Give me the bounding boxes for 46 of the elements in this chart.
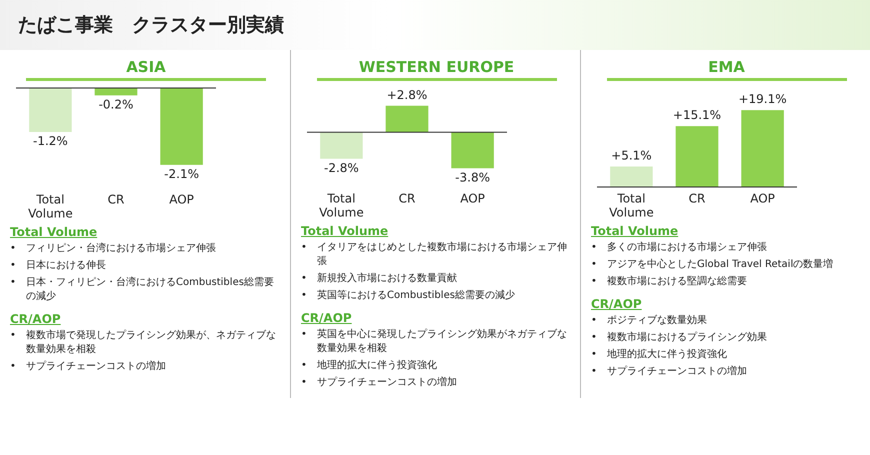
x-tick-label: CR [108,192,124,206]
data-label: +15.1% [672,108,722,122]
x-tick-label: CR [398,192,416,206]
text: Total Volume [301,224,390,238]
text: • サプライチェーンコストの増加 [10,360,167,374]
text: • 新規投入市場における数量貢献 [301,272,458,286]
chart-title: ASIA [26,58,266,81]
text: • 地理的拡大に伴う投資強化 [591,348,728,362]
data-label: +2.8% [386,88,428,102]
x-tick-label: Total Volume [609,192,654,220]
text: • 英国を中心に発現したプライシング効果がネガティブな数量効果を相殺 [301,328,568,356]
text: • フィリピン・台湾における市場シェア伸張 [10,242,217,256]
data-label: +5.1% [611,148,652,162]
chart-title: WESTERN EUROPE [316,58,556,81]
x-tick-label: Total Volume [28,192,73,220]
text: Total Volume [591,224,680,238]
text: • 複数市場で発現したプライシング効果が、ネガティブな数量効果を相殺 [10,329,277,357]
text: たばこ事業 クラスター別実績 [0,0,870,50]
text: • 複数市場におけるプライシング効果 [591,331,768,345]
chart-title: EMA [606,58,846,81]
text: CR/AOP [10,312,62,326]
data-label: +19.1% [738,92,787,106]
x-tick-label: AOP [750,192,775,206]
x-tick-label: CR [688,192,706,206]
text: • 多くの市場における市場シェア伸張 [591,241,768,255]
text: CR/AOP [591,297,643,311]
data-label: -2.8% [324,160,359,175]
text: • 日本・フィリピン・台湾におけるCombustibles総需要の減少 [10,276,275,304]
x-tick-label: AOP [169,192,194,206]
text: • 英国等におけるCombustibles総需要の減少 [301,289,516,303]
data-label: -2.1% [164,166,199,181]
text: CR/AOP [301,311,353,325]
data-label: -3.8% [455,170,490,184]
text: • アジアを中心としたGlobal Travel Retailの数量増 [591,258,834,272]
text: • サプライチェーンコストの増加 [301,376,458,390]
text: • 複数市場における堅調な総需要 [591,275,748,289]
data-label: -0.2% [98,97,134,112]
text: • イタリアをはじめとした複数市場における市場シェア伸張 [301,241,568,269]
text: Total Volume [10,225,98,239]
text: • 地理的拡大に伴う投資強化 [301,359,438,373]
data-label: -1.2% [33,134,68,148]
x-tick-label: AOP [460,192,485,206]
text: • ポジティブな数量効果 [591,314,708,328]
text: • サプライチェーンコストの増加 [591,365,748,379]
x-tick-label: Total Volume [319,192,364,220]
text: • 日本における伸長 [10,259,107,273]
